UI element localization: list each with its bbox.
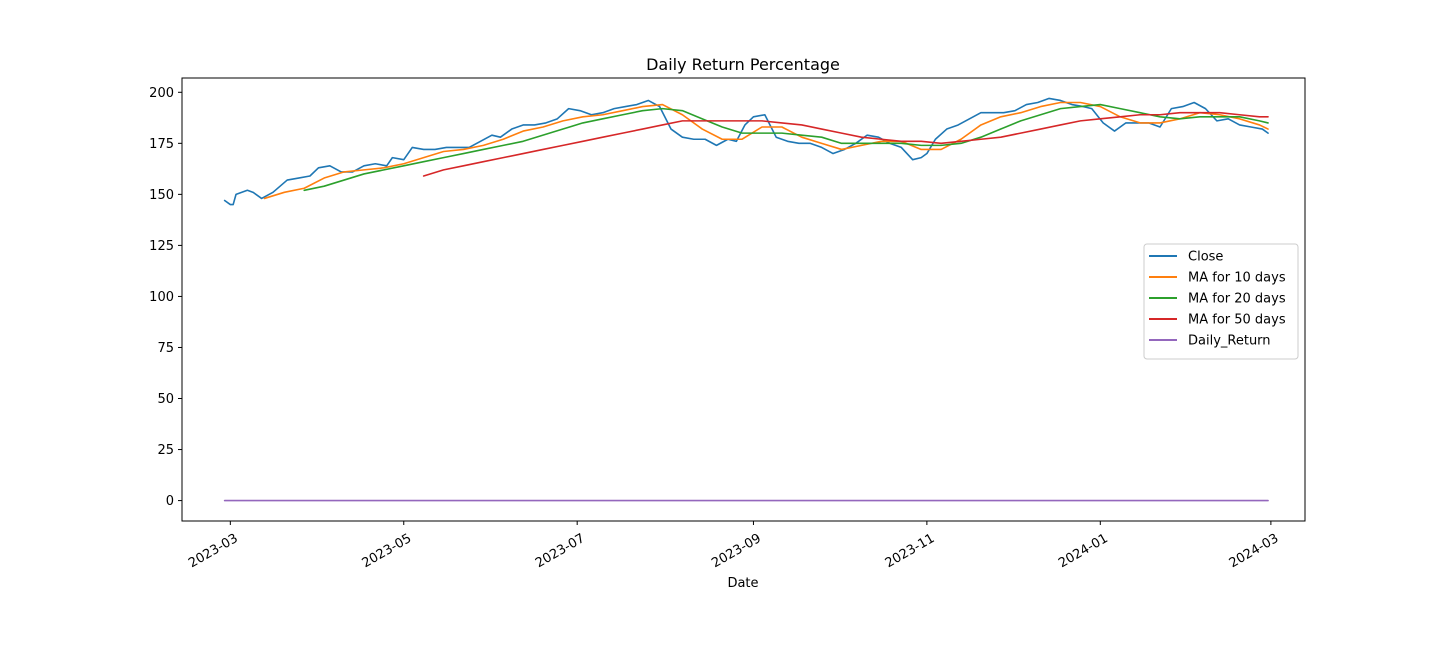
series-line-ma-for-20-days [303, 103, 1269, 192]
x-tick-label: 2024-03 [1227, 531, 1282, 571]
y-tick-label: 200 [149, 86, 174, 101]
series-layer [223, 97, 1269, 502]
x-axis: 2023-03 2023-05 2023-07 2023-09 2023-11 2024-… [186, 521, 1281, 571]
series-line-ma-for-50-days [422, 111, 1269, 177]
x-tick-label: 2023-05 [360, 531, 415, 571]
legend: Close MA for 10 days MA for 20 days MA for … [1143, 243, 1299, 360]
legend-label-ma-for-10-days: MA for 10 days [1188, 271, 1286, 286]
x-axis-label: Date [727, 576, 758, 591]
y-tick-label: 75 [157, 341, 174, 356]
y-tick-label: 100 [149, 290, 174, 305]
plot-frame [181, 77, 1306, 522]
y-tick-label: 50 [157, 392, 174, 407]
legend-label-ma-for-50-days: MA for 50 days [1188, 313, 1286, 328]
y-tick-label: 150 [149, 188, 174, 203]
x-tick-label: 2023-11 [883, 531, 938, 571]
y-tick-label: 0 [166, 494, 174, 509]
x-tick-label: 2024-01 [1056, 531, 1111, 571]
legend-label-ma-for-20-days: MA for 20 days [1188, 292, 1286, 307]
legend-label-daily-return: Daily_Return [1188, 334, 1271, 349]
legend-label-close: Close [1188, 250, 1223, 265]
x-tick-label: 2023-07 [533, 531, 588, 571]
x-tick-label: 2023-09 [709, 531, 764, 571]
y-tick-label: 175 [149, 137, 174, 152]
plot-area [181, 77, 1306, 522]
y-tick-label: 125 [149, 239, 174, 254]
series-line-close [223, 97, 1269, 206]
y-axis: 0 25 50 75 100 125 150 175 200 [149, 86, 182, 509]
x-tick-label: 2023-03 [186, 531, 241, 571]
series-line-ma-for-10-days [263, 101, 1269, 200]
chart-title: Daily Return Percentage [646, 55, 840, 74]
y-tick-label: 25 [157, 443, 174, 458]
legend-box [1143, 243, 1299, 360]
